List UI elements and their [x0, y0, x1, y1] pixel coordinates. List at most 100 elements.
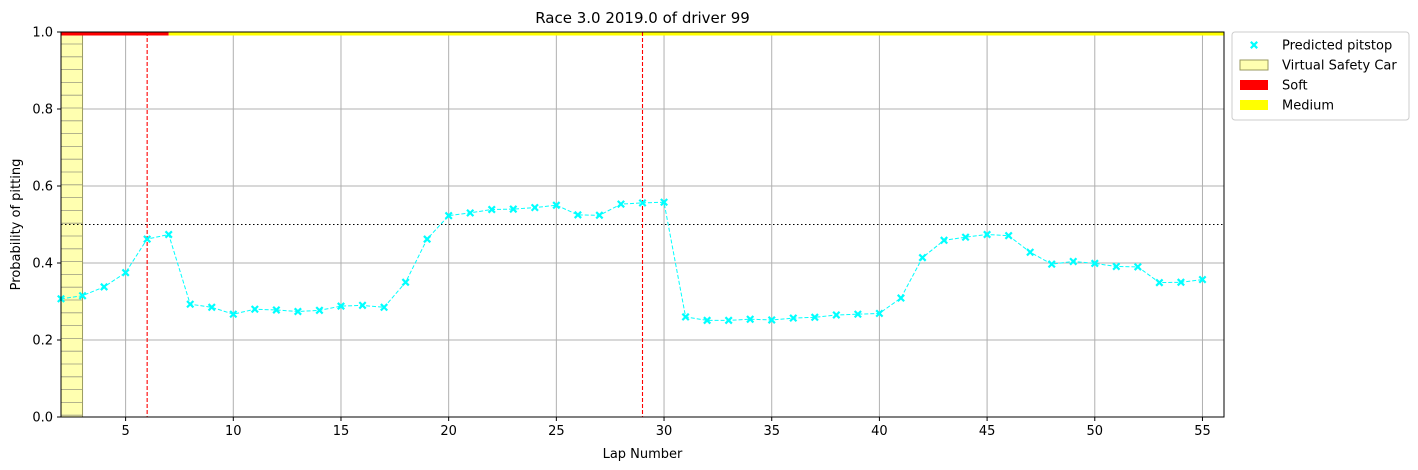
data-point: [746, 315, 755, 324]
y-tick-label: 0.2: [32, 334, 53, 349]
x-tick-label: 45: [979, 424, 996, 439]
legend-swatch: [1240, 100, 1268, 110]
data-point-stroke: [186, 300, 195, 309]
data-point-stroke: [918, 253, 927, 262]
legend-item: Medium: [1240, 99, 1334, 114]
legend-item: Virtual Safety Car: [1239, 59, 1397, 74]
x-tick-label: 15: [333, 424, 350, 439]
data-point-stroke: [983, 230, 992, 239]
data-point-stroke: [746, 315, 755, 324]
data-point: [875, 309, 884, 318]
y-tick-label: 0.4: [32, 257, 53, 272]
data-point-stroke: [767, 316, 776, 324]
chart-title: Race 3.0 2019.0 of driver 99: [535, 9, 750, 27]
data-point-stroke: [789, 314, 798, 323]
data-point-stroke: [1176, 278, 1185, 287]
data-point-stroke: [100, 282, 109, 291]
data-point-stroke: [530, 203, 539, 212]
data-point: [983, 230, 992, 239]
legend-box: [1231, 31, 1410, 121]
data-point: [660, 198, 669, 207]
data-point: [616, 200, 625, 209]
x-tick-label: 40: [871, 424, 888, 439]
data-point: [595, 211, 604, 220]
data-point-stroke: [724, 316, 733, 325]
data-point-stroke: [466, 208, 475, 217]
data-point: [121, 268, 130, 277]
data-point-stroke: [1026, 248, 1035, 257]
data-point: [961, 233, 970, 242]
data-point-stroke: [121, 268, 130, 277]
data-point: [466, 208, 475, 217]
legend-swatch: [1240, 80, 1268, 90]
data-point: [272, 305, 281, 314]
x-tick-label: 55: [1194, 424, 1211, 439]
data-point: [573, 210, 582, 219]
data-point: [250, 305, 259, 314]
data-point: [703, 316, 712, 325]
y-axis-label: Probability of pitting: [9, 159, 24, 291]
data-point: [1047, 260, 1056, 269]
data-point-stroke: [896, 294, 905, 303]
tick-layer: 5 10 15 20 25 30 35 40 45 50 55 0.0 0.2 0.4 0.6 0.8 1.0: [32, 26, 1210, 440]
data-point-stroke: [423, 235, 432, 244]
data-point-stroke: [509, 205, 518, 214]
data-point-stroke: [660, 198, 669, 207]
data-point-stroke: [940, 236, 948, 245]
data-point-stroke: [337, 302, 345, 311]
data-point: [832, 310, 841, 319]
data-point-stroke: [229, 310, 238, 319]
data-point: [530, 203, 539, 212]
data-point: [853, 310, 862, 319]
data-point: [810, 313, 819, 322]
data-point-stroke: [1198, 275, 1207, 284]
data-point-stroke: [444, 211, 453, 220]
data-point-stroke: [487, 205, 496, 214]
data-point-stroke: [703, 316, 712, 325]
data-point-stroke: [1047, 260, 1056, 269]
tyre-stint-soft: [61, 32, 169, 36]
x-tick-label: 50: [1087, 424, 1104, 439]
data-point: [1112, 262, 1121, 271]
data-point: [681, 312, 690, 321]
data-point: [380, 303, 389, 312]
data-point-stroke: [681, 312, 690, 321]
data-point: [509, 205, 518, 214]
legend-label: Soft: [1282, 79, 1308, 94]
series-layer: [57, 198, 1207, 325]
legend-swatch: [1239, 59, 1269, 71]
data-point: [78, 291, 87, 300]
data-point: [423, 235, 432, 244]
data-point-stroke: [164, 230, 173, 239]
data-point: [315, 306, 324, 315]
data-point: [724, 316, 733, 325]
x-tick-label: 30: [656, 424, 673, 439]
data-point: [1176, 278, 1185, 287]
x-axis-label: Lap Number: [603, 447, 683, 462]
data-point: [1198, 275, 1207, 284]
data-point: [487, 205, 496, 214]
data-point-stroke: [853, 310, 862, 319]
legend-item: Soft: [1240, 79, 1308, 94]
data-point: [1155, 278, 1164, 287]
data-point-stroke: [810, 313, 819, 322]
y-tick-label: 0.6: [32, 180, 53, 195]
data-point-stroke: [401, 278, 410, 287]
legend: Predicted pitstop Virtual Safety Car Soft M…: [1231, 31, 1410, 121]
pitstop-lines-layer: [61, 32, 1224, 417]
data-point: [1133, 262, 1142, 271]
data-point: [229, 310, 238, 319]
data-point-stroke: [638, 198, 647, 207]
data-point: [940, 236, 948, 245]
x-tick-label: 5: [121, 424, 129, 439]
plot-frame: [60, 31, 1225, 418]
vsc-band: [60, 31, 84, 418]
data-point-stroke: [875, 309, 884, 318]
data-point-stroke: [143, 235, 152, 244]
data-point: [401, 278, 410, 287]
data-point: [896, 294, 905, 303]
legend-item: Predicted pitstop: [1250, 39, 1392, 54]
x-tick-label: 35: [763, 424, 780, 439]
data-point-stroke: [1133, 262, 1142, 271]
